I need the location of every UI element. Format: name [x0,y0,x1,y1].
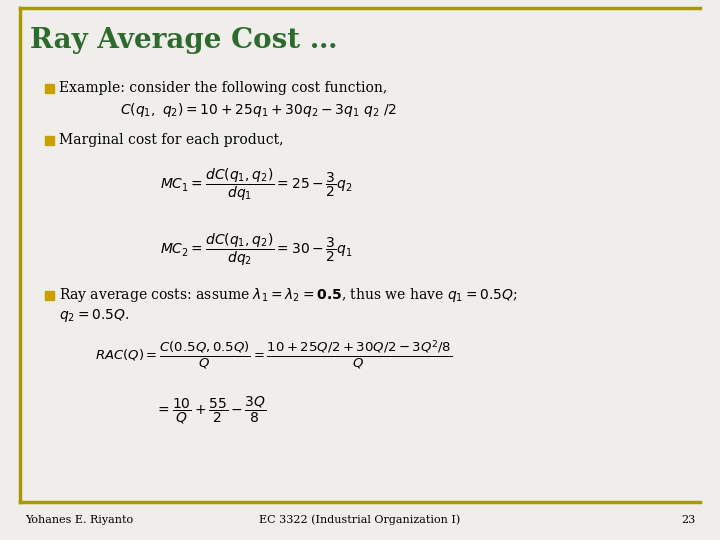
Bar [45,84,54,92]
Text: EC 3322 (Industrial Organization I): EC 3322 (Industrial Organization I) [259,515,461,525]
Text: $MC_1 = \dfrac{dC(q_1,q_2)}{dq_1} = 25 - \dfrac{3}{2}q_2$: $MC_1 = \dfrac{dC(q_1,q_2)}{dq_1} = 25 -… [160,167,353,203]
Text: $RAC(Q) = \dfrac{C(0.5Q,0.5Q)}{Q} = \dfrac{10+25Q/2+30Q/2-3Q^2/8}{Q}$: $RAC(Q) = \dfrac{C(0.5Q,0.5Q)}{Q} = \dfr… [95,339,452,372]
Text: Example: consider the following cost function,: Example: consider the following cost fun… [59,81,387,95]
Text: $C(q_1,\ q_2) = 10 + 25q_1 + 30q_2 - 3q_1\ q_2\ /2$: $C(q_1,\ q_2) = 10 + 25q_1 + 30q_2 - 3q_… [120,101,397,119]
Bar [45,136,54,145]
Text: Yohanes E. Riyanto: Yohanes E. Riyanto [25,515,133,525]
Bar [45,291,54,300]
Text: 23: 23 [680,515,695,525]
Text: Marginal cost for each product,: Marginal cost for each product, [59,133,284,147]
Text: $= \dfrac{10}{Q} + \dfrac{55}{2} - \dfrac{3Q}{8}$: $= \dfrac{10}{Q} + \dfrac{55}{2} - \dfra… [155,394,266,426]
Text: Ray Average Cost …: Ray Average Cost … [30,26,338,53]
Text: $q_2 = 0.5Q.$: $q_2 = 0.5Q.$ [59,307,130,323]
Text: $MC_2 = \dfrac{dC(q_1,q_2)}{dq_2} = 30 - \dfrac{3}{2}q_1$: $MC_2 = \dfrac{dC(q_1,q_2)}{dq_2} = 30 -… [160,232,353,268]
Text: Ray average costs: assume $\boldsymbol{\lambda_1} = \boldsymbol{\lambda_2} = \ma: Ray average costs: assume $\boldsymbol{\… [59,286,518,304]
